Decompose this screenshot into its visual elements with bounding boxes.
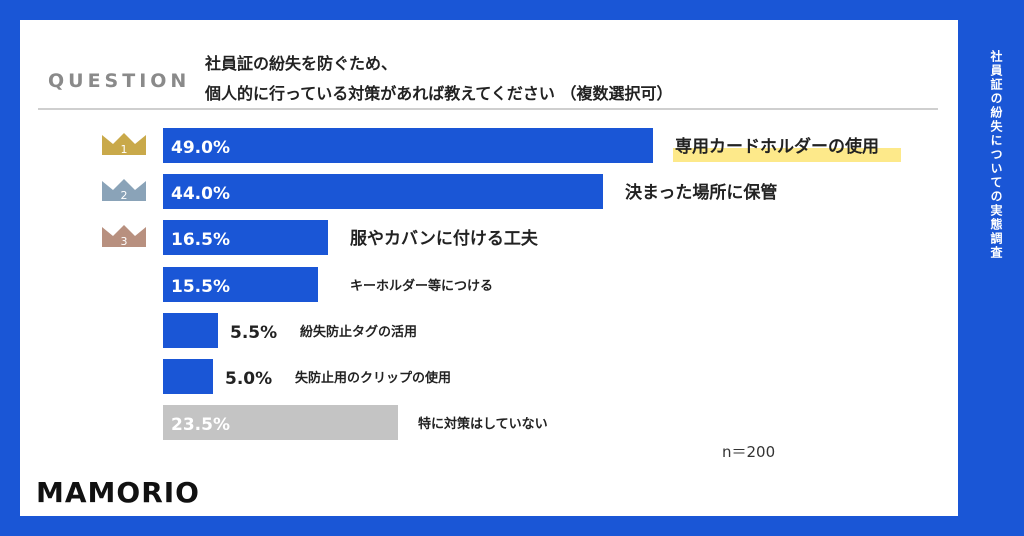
category-label-7: 特に対策はしていない	[418, 416, 548, 432]
brand-logo: MAMORIO	[36, 476, 200, 509]
question-text: 社員証の紛失を防ぐため、 個人的に行っている対策があれば教えてください （複数選…	[205, 49, 673, 109]
bar-7	[163, 405, 398, 440]
bar-5	[163, 313, 218, 348]
rank-1-number: 1	[121, 143, 128, 156]
value-label-4: 15.5%	[171, 277, 230, 297]
category-label-2: 決まった場所に保管	[625, 182, 777, 203]
value-label-6: 5.0%	[225, 369, 272, 389]
sample-size: n＝200	[722, 443, 776, 461]
rank-2-crown-icon	[102, 179, 146, 201]
value-label-3: 16.5%	[171, 230, 230, 250]
category-label-5: 紛失防止タグの活用	[300, 324, 417, 340]
rank-3-number: 3	[121, 235, 128, 248]
category-label-6: 失防止用のクリップの使用	[295, 370, 451, 386]
bar-3	[163, 220, 328, 255]
question-line-1: 社員証の紛失を防ぐため、	[205, 54, 398, 73]
category-label-1: 専用カードホルダーの使用	[675, 136, 879, 157]
category-label-3: 服やカバンに付ける工夫	[350, 228, 539, 249]
value-label-7: 23.5%	[171, 415, 230, 435]
bar-6	[163, 359, 213, 394]
rank-2-number: 2	[121, 189, 128, 202]
category-label-4: キーホルダー等につける	[350, 278, 493, 294]
bar-4	[163, 267, 318, 302]
bar-2	[163, 174, 603, 209]
rank-1-crown-icon	[102, 133, 146, 155]
bar-1	[163, 128, 653, 163]
value-label-5: 5.5%	[230, 323, 277, 343]
question-label: QUESTION	[48, 70, 191, 92]
value-label-1: 49.0%	[171, 138, 230, 158]
highlight-marker	[673, 148, 901, 162]
side-title: 社員証の紛失についての実態調査	[989, 50, 1003, 260]
value-label-2: 44.0%	[171, 184, 230, 204]
question-line-2: 個人的に行っている対策があれば教えてください （複数選択可）	[205, 84, 673, 103]
rank-3-crown-icon	[102, 225, 146, 247]
divider	[38, 108, 938, 110]
